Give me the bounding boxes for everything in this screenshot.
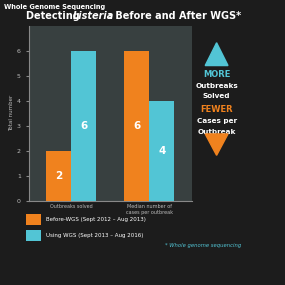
Y-axis label: Total number: Total number [9,95,14,131]
Bar [125,51,149,201]
Text: MORE: MORE [203,70,230,79]
Text: Listeria: Listeria [73,11,114,21]
Text: Before-WGS (Sept 2012 – Aug 2013): Before-WGS (Sept 2012 – Aug 2013) [46,217,145,222]
Bar [149,101,174,201]
Text: 4: 4 [158,146,166,156]
Text: Whole Genome Sequencing: Whole Genome Sequencing [4,5,105,11]
Text: Using WGS (Sept 2013 – Aug 2016): Using WGS (Sept 2013 – Aug 2016) [46,233,143,238]
Text: FEWER: FEWER [200,105,233,115]
Text: * Whole genome sequencing: * Whole genome sequencing [165,243,242,248]
Text: Outbreak: Outbreak [198,129,236,135]
Text: Solved: Solved [203,93,230,99]
Bar [72,51,96,201]
Text: : Before and After WGS*: : Before and After WGS* [108,11,241,21]
Text: 6: 6 [133,121,141,131]
Text: Cases per: Cases per [197,118,237,124]
Text: Detecting: Detecting [26,11,83,21]
Bar [46,151,72,201]
Text: 6: 6 [80,121,87,131]
Text: Outbreaks: Outbreaks [195,83,238,89]
Text: 2: 2 [55,171,63,181]
